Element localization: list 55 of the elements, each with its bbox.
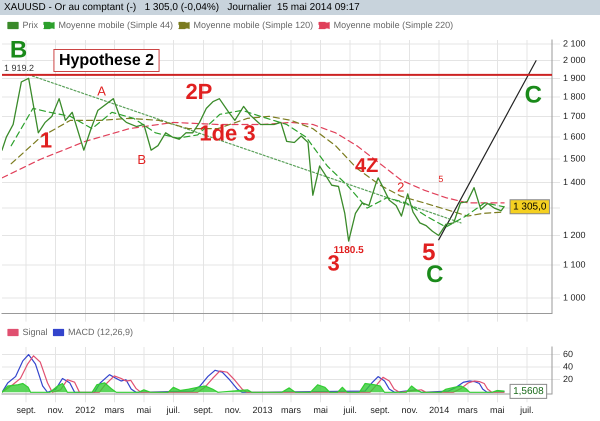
line-series <box>2 122 505 204</box>
legend-label: Prix <box>22 20 38 30</box>
ref-line-label: 1 919.2 <box>4 62 34 73</box>
x-tick-label: sept. <box>194 405 214 416</box>
annotation: 4Z <box>354 155 378 178</box>
x-tick-label: sept. <box>370 405 390 416</box>
x-tick-label: juil. <box>166 405 180 416</box>
chart-title: XAUUSD - Or au comptant (-) 1 305,0 (-0,04%) Journalier 15 mai 2014 09:17 <box>0 0 600 15</box>
annotation: 1 <box>40 127 52 152</box>
legend-label: Moyenne mobile (Simple 44) <box>58 20 174 30</box>
y-tick-label: 20 <box>563 374 574 384</box>
y-tick-label: 1 200 <box>563 230 586 240</box>
y-tick-label: 2 000 <box>563 55 586 66</box>
y-tick-label: 1 400 <box>563 177 586 188</box>
x-tick-label: mars <box>281 405 302 416</box>
x-tick-label: mars <box>104 405 125 416</box>
y-tick-label: 1 000 <box>563 292 586 302</box>
annotation: 1,5608 <box>513 386 544 398</box>
annotation: 5 <box>438 174 444 184</box>
x-tick-label: 2012 <box>75 405 96 416</box>
x-tick-label: mars <box>458 405 478 416</box>
y-tick-label: 40 <box>563 362 574 372</box>
x-tick-label: nov. <box>48 405 64 416</box>
y-tick-label: 1 600 <box>563 132 586 142</box>
x-tick-label: sept. <box>16 405 36 416</box>
x-tick-label: nov. <box>224 405 242 416</box>
y-tick-label: 1 700 <box>563 110 586 121</box>
x-tick-label: mai <box>136 405 152 416</box>
annotation: C <box>524 82 542 109</box>
x-tick-label: juil. <box>342 405 357 416</box>
annotation: 1de 3 <box>199 120 256 146</box>
annotation: 2 <box>397 179 404 194</box>
legend-label: Moyenne mobile (Simple 120) <box>194 20 314 30</box>
annotation: Hypothese 2 <box>58 52 154 69</box>
x-tick-label: juil. <box>519 405 534 416</box>
y-tick-label: 1 800 <box>563 91 586 102</box>
y-tick-label: 1 500 <box>563 154 586 164</box>
annotation: B <box>137 152 146 167</box>
line-series <box>10 108 505 228</box>
y-tick-label: 60 <box>563 349 574 360</box>
annotation: 2P <box>185 78 212 104</box>
y-tick-label: 1 900 <box>563 72 586 83</box>
legend-label: Signal <box>22 326 48 337</box>
x-tick-label: 2014 <box>429 405 450 416</box>
y-tick-label: 1 100 <box>563 260 586 270</box>
x-tick-label: nov. <box>401 405 418 416</box>
annotation: 1 305,0 <box>513 202 547 213</box>
x-tick-label: mai <box>313 405 328 416</box>
x-tick-label: 2013 <box>252 405 272 416</box>
annotation: A <box>97 84 106 99</box>
legend-label: MACD (12,26,9) <box>68 326 134 337</box>
legend-label: Moyenne mobile (Simple 220) <box>334 20 454 30</box>
x-tick-label: mai <box>490 405 505 416</box>
y-tick-label: 2 100 <box>563 38 586 49</box>
annotation: B <box>10 36 28 64</box>
